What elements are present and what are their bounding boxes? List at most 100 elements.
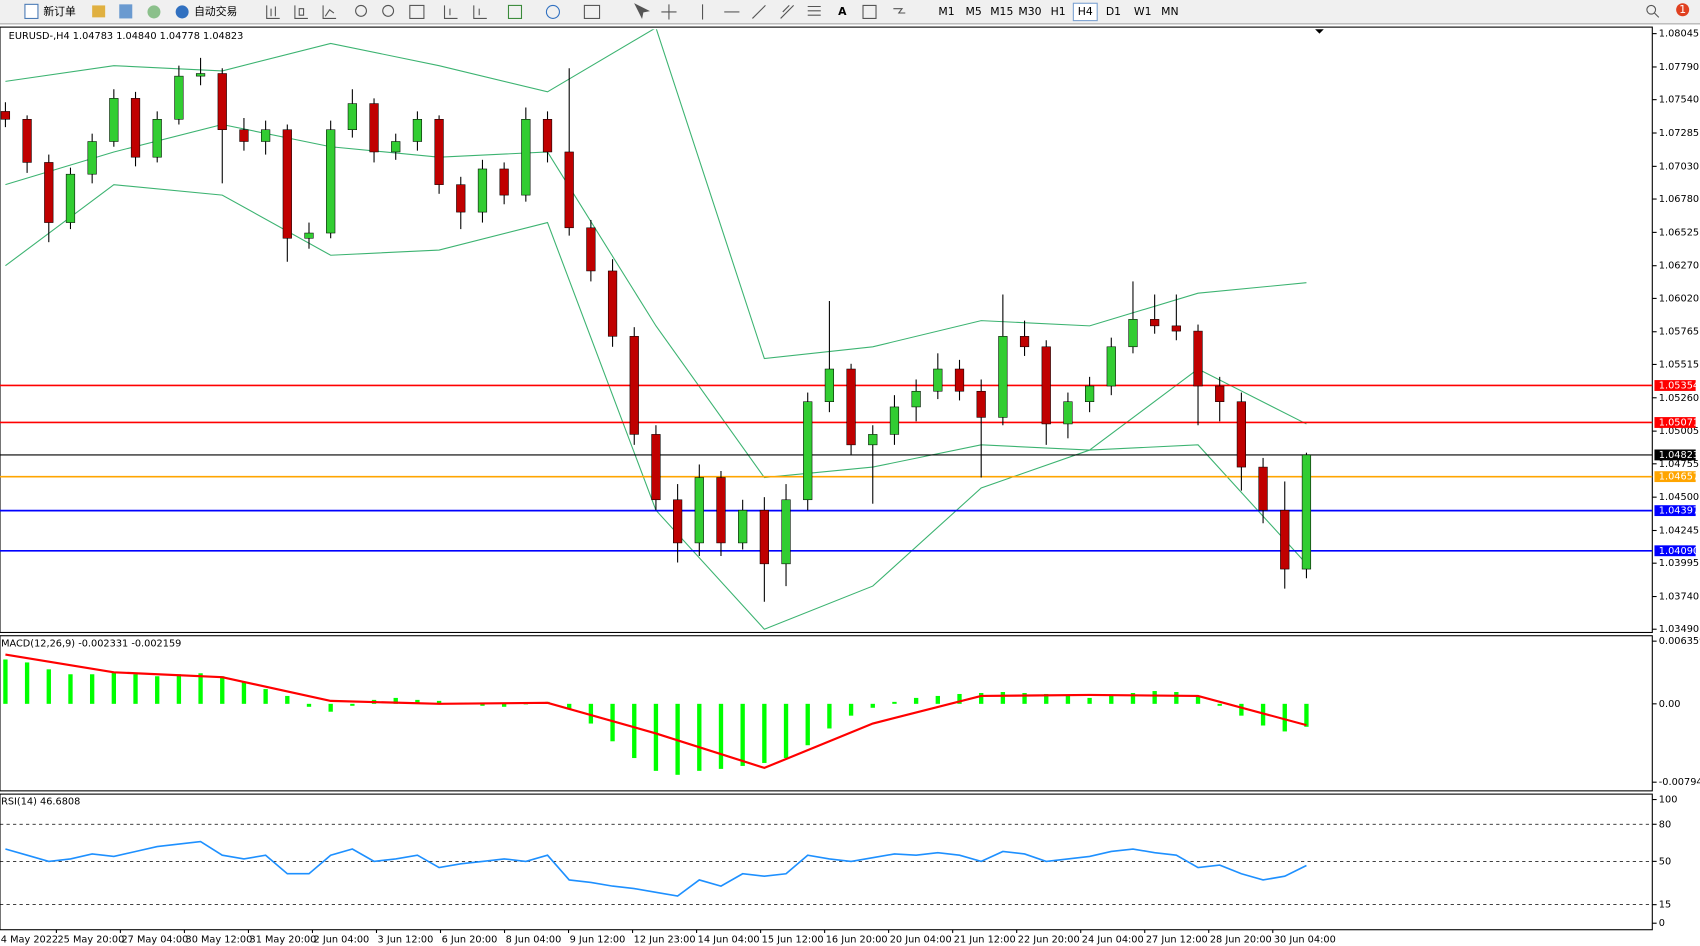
macd-bar <box>588 703 594 724</box>
candle-body <box>1041 346 1051 425</box>
toolbar-bg <box>0 0 1700 24</box>
timeframe-button[interactable]: M5 <box>965 5 981 18</box>
y-tick-label: 1.03995 <box>1659 558 1699 569</box>
x-tick-label: 31 May 20:00 <box>250 934 317 945</box>
macd-bar <box>3 659 8 704</box>
macd-bar <box>1065 695 1071 704</box>
macd-bar <box>46 669 51 704</box>
y-tick-label: 1.06020 <box>1659 293 1699 304</box>
y-tick-label: 15 <box>1659 900 1671 911</box>
y-tick-label: 1.07030 <box>1659 161 1699 172</box>
y-tick-label: 1.06780 <box>1659 194 1699 205</box>
icon[interactable] <box>545 4 560 19</box>
macd-bar <box>567 703 572 709</box>
text-tool[interactable]: A <box>838 5 847 18</box>
timeframe-button[interactable]: W1 <box>1134 5 1152 18</box>
icon[interactable] <box>119 4 133 19</box>
macd-bar <box>350 703 355 706</box>
candle-body <box>391 141 401 153</box>
candle-body <box>781 499 791 565</box>
icon[interactable] <box>322 5 337 19</box>
icon[interactable] <box>409 4 425 19</box>
candle-body <box>586 227 596 272</box>
macd-bar <box>1000 692 1006 704</box>
x-tick-label: 3 Jun 12:00 <box>378 934 434 945</box>
macd-bar <box>241 682 247 704</box>
icon[interactable] <box>583 4 601 19</box>
macd-bar <box>1174 692 1179 704</box>
new-order-button[interactable]: 新订单 <box>24 3 76 19</box>
icon[interactable] <box>661 4 677 20</box>
icon[interactable] <box>893 8 906 14</box>
macd-bar <box>1260 703 1266 726</box>
macd-plot <box>3 653 1309 775</box>
timeframe-button[interactable]: D1 <box>1106 5 1121 18</box>
y-tick-label: 1.04245 <box>1659 525 1699 536</box>
candle-body <box>456 184 466 213</box>
icon[interactable] <box>807 5 821 16</box>
icon[interactable] <box>355 4 367 17</box>
y-tick-label: 80 <box>1659 819 1671 830</box>
timeframe-button[interactable]: H1 <box>1051 5 1066 18</box>
y-tick-label: 50 <box>1659 856 1671 867</box>
timeframe-button[interactable]: M1 <box>938 5 954 18</box>
icon[interactable] <box>266 5 280 19</box>
candle-body <box>824 368 835 402</box>
level-label: 1.05071 <box>1659 417 1699 428</box>
y-tick-label: 1.06525 <box>1659 227 1699 238</box>
macd-bar <box>1217 703 1222 706</box>
auto-trading-button[interactable]: 自动交易 <box>175 4 238 19</box>
shift-marker <box>1315 29 1324 34</box>
y-tick-label: 0.006359 <box>1659 636 1700 647</box>
toolbar: 新订单 自动交易 <box>0 0 1700 25</box>
macd-bar <box>805 703 810 746</box>
candle-body <box>347 103 357 131</box>
candle-body <box>564 151 574 229</box>
icon[interactable] <box>752 5 766 19</box>
search-icon[interactable] <box>1654 12 1660 18</box>
active-timeframe <box>1072 2 1098 22</box>
icon[interactable] <box>780 5 795 19</box>
y-tick-label: 0.00 <box>1659 699 1681 710</box>
candle-body <box>998 336 1008 418</box>
timeframe-button[interactable]: H4 <box>1078 5 1093 18</box>
icon[interactable] <box>382 4 395 17</box>
macd-bar <box>892 701 897 704</box>
candle-body <box>174 75 184 120</box>
macd-bar <box>1195 695 1201 704</box>
notification-badge[interactable] <box>1676 3 1690 17</box>
icon[interactable] <box>443 5 458 19</box>
search-icon[interactable] <box>1646 4 1657 15</box>
icon[interactable] <box>507 4 523 19</box>
timeframe-button[interactable]: M30 <box>1018 5 1041 18</box>
macd-bar <box>957 693 962 704</box>
candle-body <box>607 270 618 337</box>
icon[interactable] <box>634 3 650 20</box>
icon[interactable] <box>147 5 161 19</box>
icon[interactable] <box>294 5 308 19</box>
y-tick-label: 1.06270 <box>1659 261 1699 272</box>
level-label-bg <box>1654 505 1696 517</box>
candle-body <box>87 141 97 175</box>
icon[interactable] <box>92 5 106 18</box>
macd-bar <box>1152 691 1157 704</box>
icon[interactable] <box>862 4 877 19</box>
x-tick-label: 30 May 12:00 <box>186 934 253 945</box>
rsi-line <box>5 840 1307 897</box>
candle-body <box>694 477 704 544</box>
candle-body <box>651 434 661 501</box>
icon[interactable] <box>473 5 487 19</box>
candle-body <box>304 232 314 239</box>
candle-body <box>868 434 878 446</box>
macd-title: MACD(12,26,9) -0.002331 -0.002159 <box>1 638 181 649</box>
candle-body <box>1280 509 1290 570</box>
timeframe-button[interactable]: M15 <box>990 5 1013 18</box>
x-tick-label: 6 Jun 20:00 <box>442 934 498 945</box>
notification-count: 1 <box>1679 3 1686 16</box>
y-tick-label: 1.07790 <box>1659 62 1699 73</box>
timeframe-button[interactable]: MN <box>1161 5 1178 18</box>
price-plot <box>0 29 1653 630</box>
candle-body <box>282 129 292 239</box>
x-tick-label: 25 May 20:00 <box>57 934 124 945</box>
